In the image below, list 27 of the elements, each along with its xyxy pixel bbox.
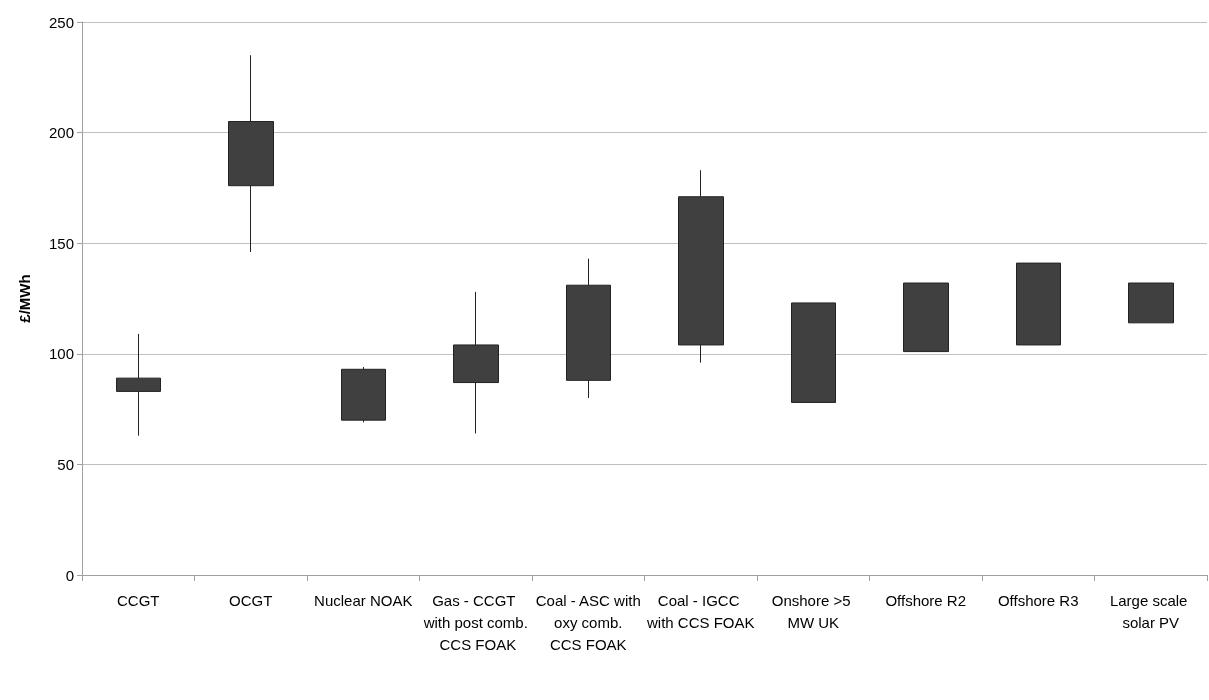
candlestick <box>116 333 161 437</box>
y-tick-label: 200 <box>48 124 74 142</box>
x-tick-label: OCGT <box>229 591 273 609</box>
candlestick <box>1128 282 1174 324</box>
x-tick-label: Nuclear NOAK <box>314 591 413 609</box>
x-tick-label: Offshore R2 <box>885 591 967 609</box>
x-tick-label: Onshore >5 MW UK <box>771 591 855 631</box>
y-axis-title: £/MWh <box>16 274 33 323</box>
candlestick <box>341 366 386 423</box>
x-tick-label: Coal - IGCC with CCS FOAK <box>645 591 755 631</box>
candlestick <box>566 258 611 399</box>
x-tick-label: CCGT <box>117 591 160 609</box>
x-tick-label: Coal - ASC with oxy comb. CCS FOAK <box>535 591 641 653</box>
candlestick <box>791 302 836 403</box>
x-tick-label: Large scale solar PV <box>1109 591 1192 631</box>
candlestick <box>453 291 499 434</box>
y-tick-label: 150 <box>48 234 74 252</box>
candlestick <box>1016 262 1061 346</box>
x-tick-label: Gas - CCGT with post comb. CCS FOAK <box>422 591 528 653</box>
candlestick <box>903 282 949 353</box>
candlestick <box>678 169 724 364</box>
candlestick <box>228 54 274 253</box>
y-tick-label: 250 <box>48 13 74 31</box>
x-tick-label: Offshore R3 <box>997 591 1079 609</box>
y-tick-label: 100 <box>48 345 74 363</box>
y-tick-label: 50 <box>57 455 74 473</box>
y-tick-label: 0 <box>65 566 74 584</box>
